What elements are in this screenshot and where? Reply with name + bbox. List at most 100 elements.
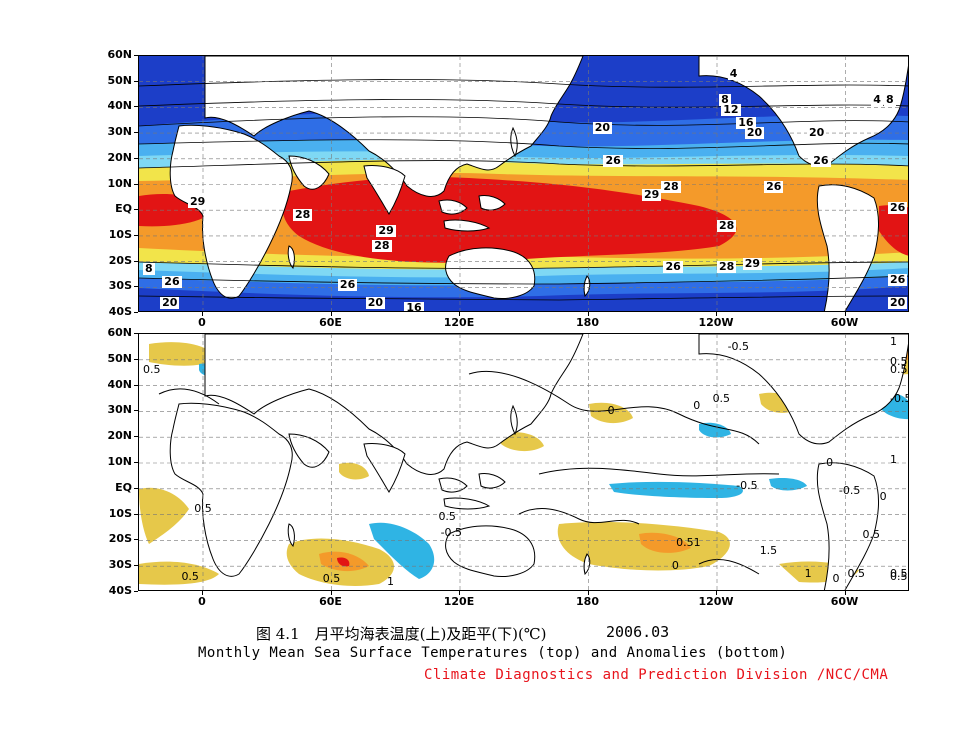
contour-label: 26 [764,180,784,194]
lat-tick [134,183,138,185]
lat-label: 20N [107,429,132,443]
lat-tick [134,565,138,567]
contour-label: 1 [890,453,897,467]
contour-label: 29 [188,195,208,209]
lat-label: 40S [108,584,132,597]
contour-label: -0.5 [727,339,750,353]
contour-label: 28 [661,180,681,194]
lon-label: 120E [443,595,475,608]
lat-tick [134,358,138,360]
lon-label: 0 [198,316,206,329]
lon-tick [459,312,460,316]
lat-label: 40N [107,377,132,391]
contour-label: 0.5 [890,363,908,377]
contour-label: 0.5 [181,569,199,583]
landmasses-anomaly [169,334,908,590]
lat-tick [134,132,138,134]
land-africa [169,124,293,299]
caption-english: Monthly Mean Sea Surface Temperatures (t… [198,645,788,661]
lat-tick [134,209,138,211]
contour-label: 8 [884,92,896,106]
lat-label: 30S [108,558,132,572]
land-south-america [816,184,879,311]
contour-label: 28 [717,218,737,232]
lat-label: 60N [107,48,132,61]
contour-label: -0.5 [838,484,861,498]
contour-label: 0.5 [194,502,212,516]
lon-tick [202,312,203,316]
contour-label: 29 [376,223,396,237]
lat-tick [134,539,138,541]
contour-label: 29 [642,187,662,201]
contour-label: 20 [160,295,180,309]
lat-tick [134,234,138,236]
lat-label: EQ [115,202,132,216]
contour-label: 0.5 [890,569,908,583]
contour-label: 26 [811,154,831,168]
contour-label: 26 [603,154,623,168]
lon-tick [330,312,332,316]
contour-label: 8 [719,92,731,106]
lon-label: 120W [698,595,734,608]
isotherm-lines [139,79,908,301]
sst-band-west-atlantic [879,205,908,256]
lat-tick [134,80,138,82]
lon-label: 120E [443,316,475,329]
contour-label: 0 [693,399,701,413]
land-india [363,165,406,215]
contour-label: 28 [292,208,313,222]
contour-label: 0 [879,489,887,503]
lon-label: 60W [830,316,859,329]
lat-label: 30N [107,125,132,139]
grid-lines [139,56,908,311]
lat-label: 10N [107,455,132,468]
contour-label: 26 [162,275,182,289]
lat-tick [134,286,138,288]
contour-label: 0 [832,572,840,586]
lat-tick [134,436,138,438]
land-australia [445,247,536,299]
land-arabia [288,155,330,190]
lon-tick [587,312,589,316]
lon-tick [587,591,589,595]
lat-tick [134,384,138,386]
contour-label: 0.51 [676,535,701,549]
lat-tick [134,312,138,313]
lon-label: 60W [830,595,859,608]
contour-label: 16 [404,300,424,312]
lon-tick [716,312,717,316]
land-indonesia [438,195,506,232]
lat-label: 10S [108,227,132,241]
land-japan [510,126,518,158]
grid-lines-anomaly [139,334,908,590]
sst-anomaly-field [139,334,908,590]
lat-tick [134,513,138,515]
lon-label: 60E [319,316,342,329]
contour-label: 0 [607,404,615,418]
lon-label: 180 [576,595,599,608]
contour-label: 12 [721,102,741,116]
contour-label: 26 [888,272,908,286]
contour-label: 4 [727,66,740,80]
contour-label: 16 [736,115,756,129]
contour-label: 0.5 [438,510,456,524]
lat-label: 30N [107,403,132,417]
caption-chinese: 图 4.1 月平均海表温度(上)及距平(下)(℃) [256,625,547,643]
contour-label: 0.5 [847,566,866,580]
sst-mean-field [139,56,908,311]
zero-contours [158,370,780,575]
caption-date: 2006.03 [606,623,670,641]
lat-label: 10N [107,176,132,190]
contour-label: 0 [671,559,679,573]
lat-tick [134,55,138,56]
contour-label: 20 [592,120,613,134]
lat-label: 50N [107,351,132,365]
lat-tick [134,106,138,108]
land-madagascar [287,245,295,269]
lat-label: 20S [108,253,132,267]
contour-label: 0.5 [712,391,731,405]
lon-label: 120W [698,316,734,329]
lat-label: EQ [115,480,132,494]
contour-label: -0.5 [736,479,758,493]
contour-label: -0.5 [890,391,908,405]
